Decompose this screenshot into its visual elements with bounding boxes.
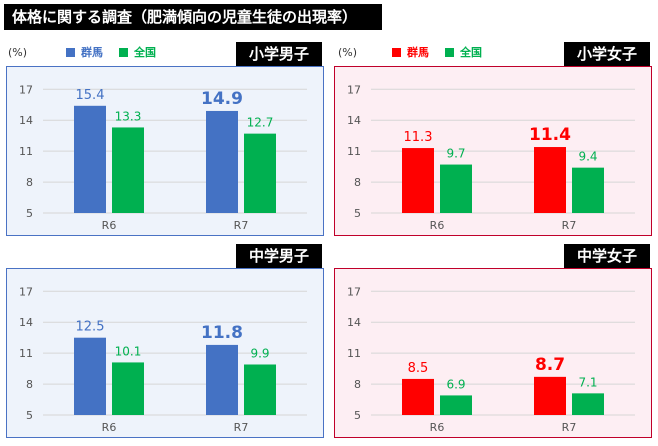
bar bbox=[534, 376, 566, 415]
data-label: 11.4 bbox=[529, 125, 571, 145]
legend-right: 群馬 全国 bbox=[392, 44, 498, 60]
y-tick-label: 8 bbox=[354, 378, 361, 391]
data-label: 12.5 bbox=[76, 320, 105, 335]
data-label: 14.9 bbox=[201, 89, 243, 109]
bar bbox=[402, 378, 434, 415]
legend-label-national: 全国 bbox=[134, 46, 156, 59]
y-tick-label: 17 bbox=[347, 285, 361, 298]
y-tick-label: 14 bbox=[347, 114, 361, 127]
bar bbox=[402, 148, 434, 213]
bar bbox=[206, 110, 238, 213]
data-label: 15.4 bbox=[76, 88, 105, 103]
y-tick-label: 8 bbox=[354, 176, 361, 189]
y-tick-label: 8 bbox=[26, 378, 33, 391]
panel-elementary-girls: 5 8 11 14 17 11.3 9.7 R6 11.4 9.4 R7 bbox=[334, 66, 652, 236]
y-tick-label: 11 bbox=[19, 145, 33, 158]
y-tick-label: 5 bbox=[26, 409, 33, 422]
legend-label-gunma: 群馬 bbox=[407, 46, 429, 59]
y-tick-label: 11 bbox=[347, 145, 361, 158]
x-tick-label: R6 bbox=[430, 219, 445, 232]
legend-label-gunma: 群馬 bbox=[81, 46, 103, 59]
x-tick-label: R7 bbox=[234, 421, 249, 434]
legend-swatch-gunma-girls bbox=[392, 47, 401, 57]
data-label: 11.3 bbox=[404, 130, 433, 145]
y-tick-label: 11 bbox=[347, 347, 361, 360]
legend-left: 群馬 全国 bbox=[66, 44, 172, 60]
y-tick-label: 14 bbox=[19, 114, 33, 127]
bar bbox=[74, 337, 106, 415]
data-label: 9.7 bbox=[446, 147, 465, 161]
data-label: 7.1 bbox=[578, 375, 597, 389]
panel-label-elementary-girls: 小学女子 bbox=[564, 42, 650, 66]
x-tick-label: R7 bbox=[562, 421, 577, 434]
chart-junior-high-boys: 5 8 11 14 17 12.5 10.1 R6 11.8 9.9 R7 bbox=[19, 285, 307, 434]
bar bbox=[112, 127, 144, 213]
x-tick-label: R6 bbox=[102, 421, 117, 434]
data-label: 11.8 bbox=[201, 323, 243, 343]
x-tick-label: R7 bbox=[562, 219, 577, 232]
x-tick-label: R7 bbox=[234, 219, 249, 232]
y-tick-label: 5 bbox=[354, 409, 361, 422]
x-tick-label: R6 bbox=[102, 219, 117, 232]
y-tick-label: 17 bbox=[19, 83, 33, 96]
y-tick-label: 17 bbox=[19, 285, 33, 298]
bar bbox=[244, 133, 276, 213]
data-label: 12.7 bbox=[247, 116, 274, 130]
panel-label-junior-high-girls: 中学女子 bbox=[564, 244, 650, 268]
legend-swatch-gunma-boys bbox=[66, 47, 75, 57]
unit-label-left: (%) bbox=[8, 46, 28, 59]
y-tick-label: 14 bbox=[347, 316, 361, 329]
chart-junior-high-girls: 5 8 11 14 17 8.5 6.9 R6 8.7 7.1 R7 bbox=[347, 285, 635, 434]
bar bbox=[440, 395, 472, 415]
panel-junior-high-girls: 5 8 11 14 17 8.5 6.9 R6 8.7 7.1 R7 bbox=[334, 268, 652, 438]
bar bbox=[244, 364, 276, 415]
data-label: 8.5 bbox=[408, 361, 429, 376]
legend-swatch-national bbox=[119, 47, 128, 57]
bar bbox=[206, 344, 238, 415]
page-title: 体格に関する調査（肥満傾向の児童生徒の出現率） bbox=[4, 4, 382, 30]
y-tick-label: 5 bbox=[354, 207, 361, 220]
panel-label-junior-high-boys: 中学男子 bbox=[236, 244, 322, 268]
bar bbox=[572, 167, 604, 213]
data-label: 13.3 bbox=[115, 109, 142, 123]
data-label: 9.9 bbox=[250, 346, 269, 360]
data-label: 10.1 bbox=[115, 344, 142, 358]
unit-label-right: (%) bbox=[338, 46, 358, 59]
chart-elementary-boys: 5 8 11 14 17 15.4 13.3 R6 14.9 12.7 R7 bbox=[19, 83, 307, 232]
bar bbox=[74, 105, 106, 213]
legend-swatch-national bbox=[445, 47, 454, 57]
data-label: 8.7 bbox=[535, 355, 565, 375]
bar bbox=[112, 362, 144, 415]
panel-label-elementary-boys: 小学男子 bbox=[236, 42, 322, 66]
data-label: 6.9 bbox=[446, 377, 465, 391]
x-tick-label: R6 bbox=[430, 421, 445, 434]
y-tick-label: 17 bbox=[347, 83, 361, 96]
y-tick-label: 8 bbox=[26, 176, 33, 189]
bar bbox=[572, 393, 604, 415]
y-tick-label: 5 bbox=[26, 207, 33, 220]
y-tick-label: 14 bbox=[19, 316, 33, 329]
data-label: 9.4 bbox=[578, 150, 597, 164]
bar bbox=[534, 147, 566, 213]
chart-elementary-girls: 5 8 11 14 17 11.3 9.7 R6 11.4 9.4 R7 bbox=[347, 83, 635, 232]
panel-junior-high-boys: 5 8 11 14 17 12.5 10.1 R6 11.8 9.9 R7 bbox=[6, 268, 324, 438]
bar bbox=[440, 164, 472, 213]
panel-elementary-boys: 5 8 11 14 17 15.4 13.3 R6 14.9 12.7 R7 bbox=[6, 66, 324, 236]
y-tick-label: 11 bbox=[19, 347, 33, 360]
legend-label-national: 全国 bbox=[460, 46, 482, 59]
